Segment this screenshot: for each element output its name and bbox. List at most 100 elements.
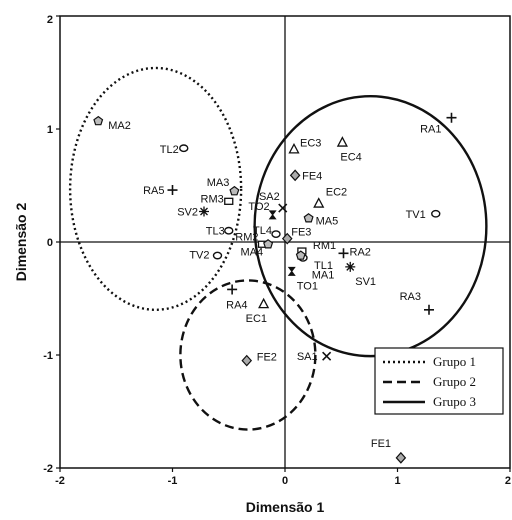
point-label: TL2 xyxy=(160,144,179,156)
data-point: EC2 xyxy=(313,187,347,208)
y-tick-label: 0 xyxy=(47,237,53,249)
y-tick-label: 1 xyxy=(47,124,53,136)
group-ellipse xyxy=(253,95,488,358)
point-marker-plus xyxy=(424,304,434,315)
point-label: SV2 xyxy=(177,206,198,218)
point-marker-pentagon xyxy=(93,115,104,126)
point-label: RA3 xyxy=(400,291,421,303)
point-label: RA5 xyxy=(143,185,164,197)
data-point: RA2 xyxy=(338,246,371,259)
point-marker-pentagon xyxy=(303,213,314,223)
point-marker-star xyxy=(345,261,356,272)
point-label: MA1 xyxy=(312,270,335,282)
legend-label: Grupo 2 xyxy=(433,374,476,389)
point-marker-circle xyxy=(271,230,281,238)
group-ellipse xyxy=(179,279,317,431)
data-point: FE1 xyxy=(371,438,407,464)
point-label: SA2 xyxy=(259,191,280,203)
point-marker-diamond xyxy=(281,232,293,245)
point-marker-triangle xyxy=(336,136,348,147)
point-label: MA3 xyxy=(207,177,230,189)
x-tick-label: 1 xyxy=(394,475,400,487)
data-point: SA1 xyxy=(297,351,332,363)
axis-ticks: -2 -1 0 1 2 -2 -1 0 1 2 xyxy=(43,14,511,487)
point-label: EC2 xyxy=(326,187,347,199)
point-marker-pentagon xyxy=(263,239,274,249)
x-tick-label: 0 xyxy=(282,475,288,487)
group-ellipse xyxy=(68,66,243,312)
data-point: TV1 xyxy=(406,209,441,221)
point-marker-circle xyxy=(179,144,189,153)
point-label: FE1 xyxy=(371,438,391,450)
x-axis-title: Dimensão 1 xyxy=(246,499,325,515)
data-point: MA5 xyxy=(303,213,339,227)
data-point: SA2 xyxy=(259,191,288,213)
data-point: FE3 xyxy=(281,227,311,245)
point-marker-x xyxy=(322,351,332,361)
x-tick-label: -1 xyxy=(168,475,178,487)
point-marker-plus xyxy=(167,185,178,196)
y-tick-label: -2 xyxy=(43,463,53,475)
point-marker-diamond xyxy=(289,169,301,182)
point-label: FE4 xyxy=(302,170,322,182)
point-marker-hourglass xyxy=(268,210,277,220)
point-marker-diamond xyxy=(395,451,407,464)
data-point: TV2 xyxy=(189,250,223,262)
data-point: EC1 xyxy=(246,297,270,325)
point-label: EC3 xyxy=(300,137,321,149)
data-point: EC4 xyxy=(336,136,362,164)
legend: Grupo 1 Grupo 2 Grupo 3 xyxy=(374,347,504,415)
point-label: SA1 xyxy=(297,351,318,363)
data-point: MA2 xyxy=(93,115,131,132)
point-label: TV2 xyxy=(189,250,209,262)
point-label: TV1 xyxy=(406,209,426,221)
legend-label: Grupo 3 xyxy=(433,394,476,409)
legend-label: Grupo 1 xyxy=(433,354,476,369)
data-point: RA3 xyxy=(400,291,434,315)
data-point: FE2 xyxy=(241,352,277,367)
data-point: TO2 xyxy=(248,201,277,220)
data-point: TL3 xyxy=(206,226,234,238)
point-marker-pentagon xyxy=(295,250,306,260)
data-point: RA1 xyxy=(420,112,457,136)
point-label: FE3 xyxy=(291,227,311,239)
point-label: TL4 xyxy=(253,225,272,237)
data-point: FE4 xyxy=(289,169,322,182)
point-marker-star xyxy=(199,206,209,217)
data-point: MA4 xyxy=(241,239,274,258)
point-label: RA1 xyxy=(420,124,441,136)
point-label: MA5 xyxy=(316,215,339,227)
point-marker-pentagon xyxy=(229,185,240,196)
point-marker-diamond xyxy=(241,354,253,367)
data-point: SV2 xyxy=(177,206,209,218)
y-tick-label: -1 xyxy=(43,350,53,362)
y-tick-label: 2 xyxy=(47,14,53,26)
group-ellipses xyxy=(68,66,488,431)
point-marker-circle xyxy=(431,209,441,218)
point-marker-x xyxy=(278,203,288,213)
x-tick-label: 2 xyxy=(505,475,511,487)
data-point: TL4 xyxy=(253,225,281,238)
point-label: TL3 xyxy=(206,226,225,238)
point-marker-circle xyxy=(212,251,223,260)
x-tick-label: -2 xyxy=(55,475,65,487)
data-point: MA1 xyxy=(295,250,335,282)
point-label: RM3 xyxy=(201,193,224,205)
point-label: RM1 xyxy=(313,240,336,252)
point-marker-triangle xyxy=(288,142,300,154)
y-axis-title: Dimensão 2 xyxy=(13,202,29,281)
point-label: EC4 xyxy=(340,152,361,164)
point-label: RA4 xyxy=(226,299,247,311)
point-marker-plus xyxy=(338,248,349,259)
point-label: EC1 xyxy=(246,313,267,325)
data-point: TO1 xyxy=(287,266,318,292)
point-label: MA4 xyxy=(241,246,264,258)
data-point: EC3 xyxy=(288,137,321,154)
data-point: RA5 xyxy=(143,185,178,197)
data-point: TL2 xyxy=(160,144,189,156)
point-label: MA2 xyxy=(108,120,131,132)
point-label: SV1 xyxy=(355,276,376,288)
point-marker-plus xyxy=(227,284,238,295)
